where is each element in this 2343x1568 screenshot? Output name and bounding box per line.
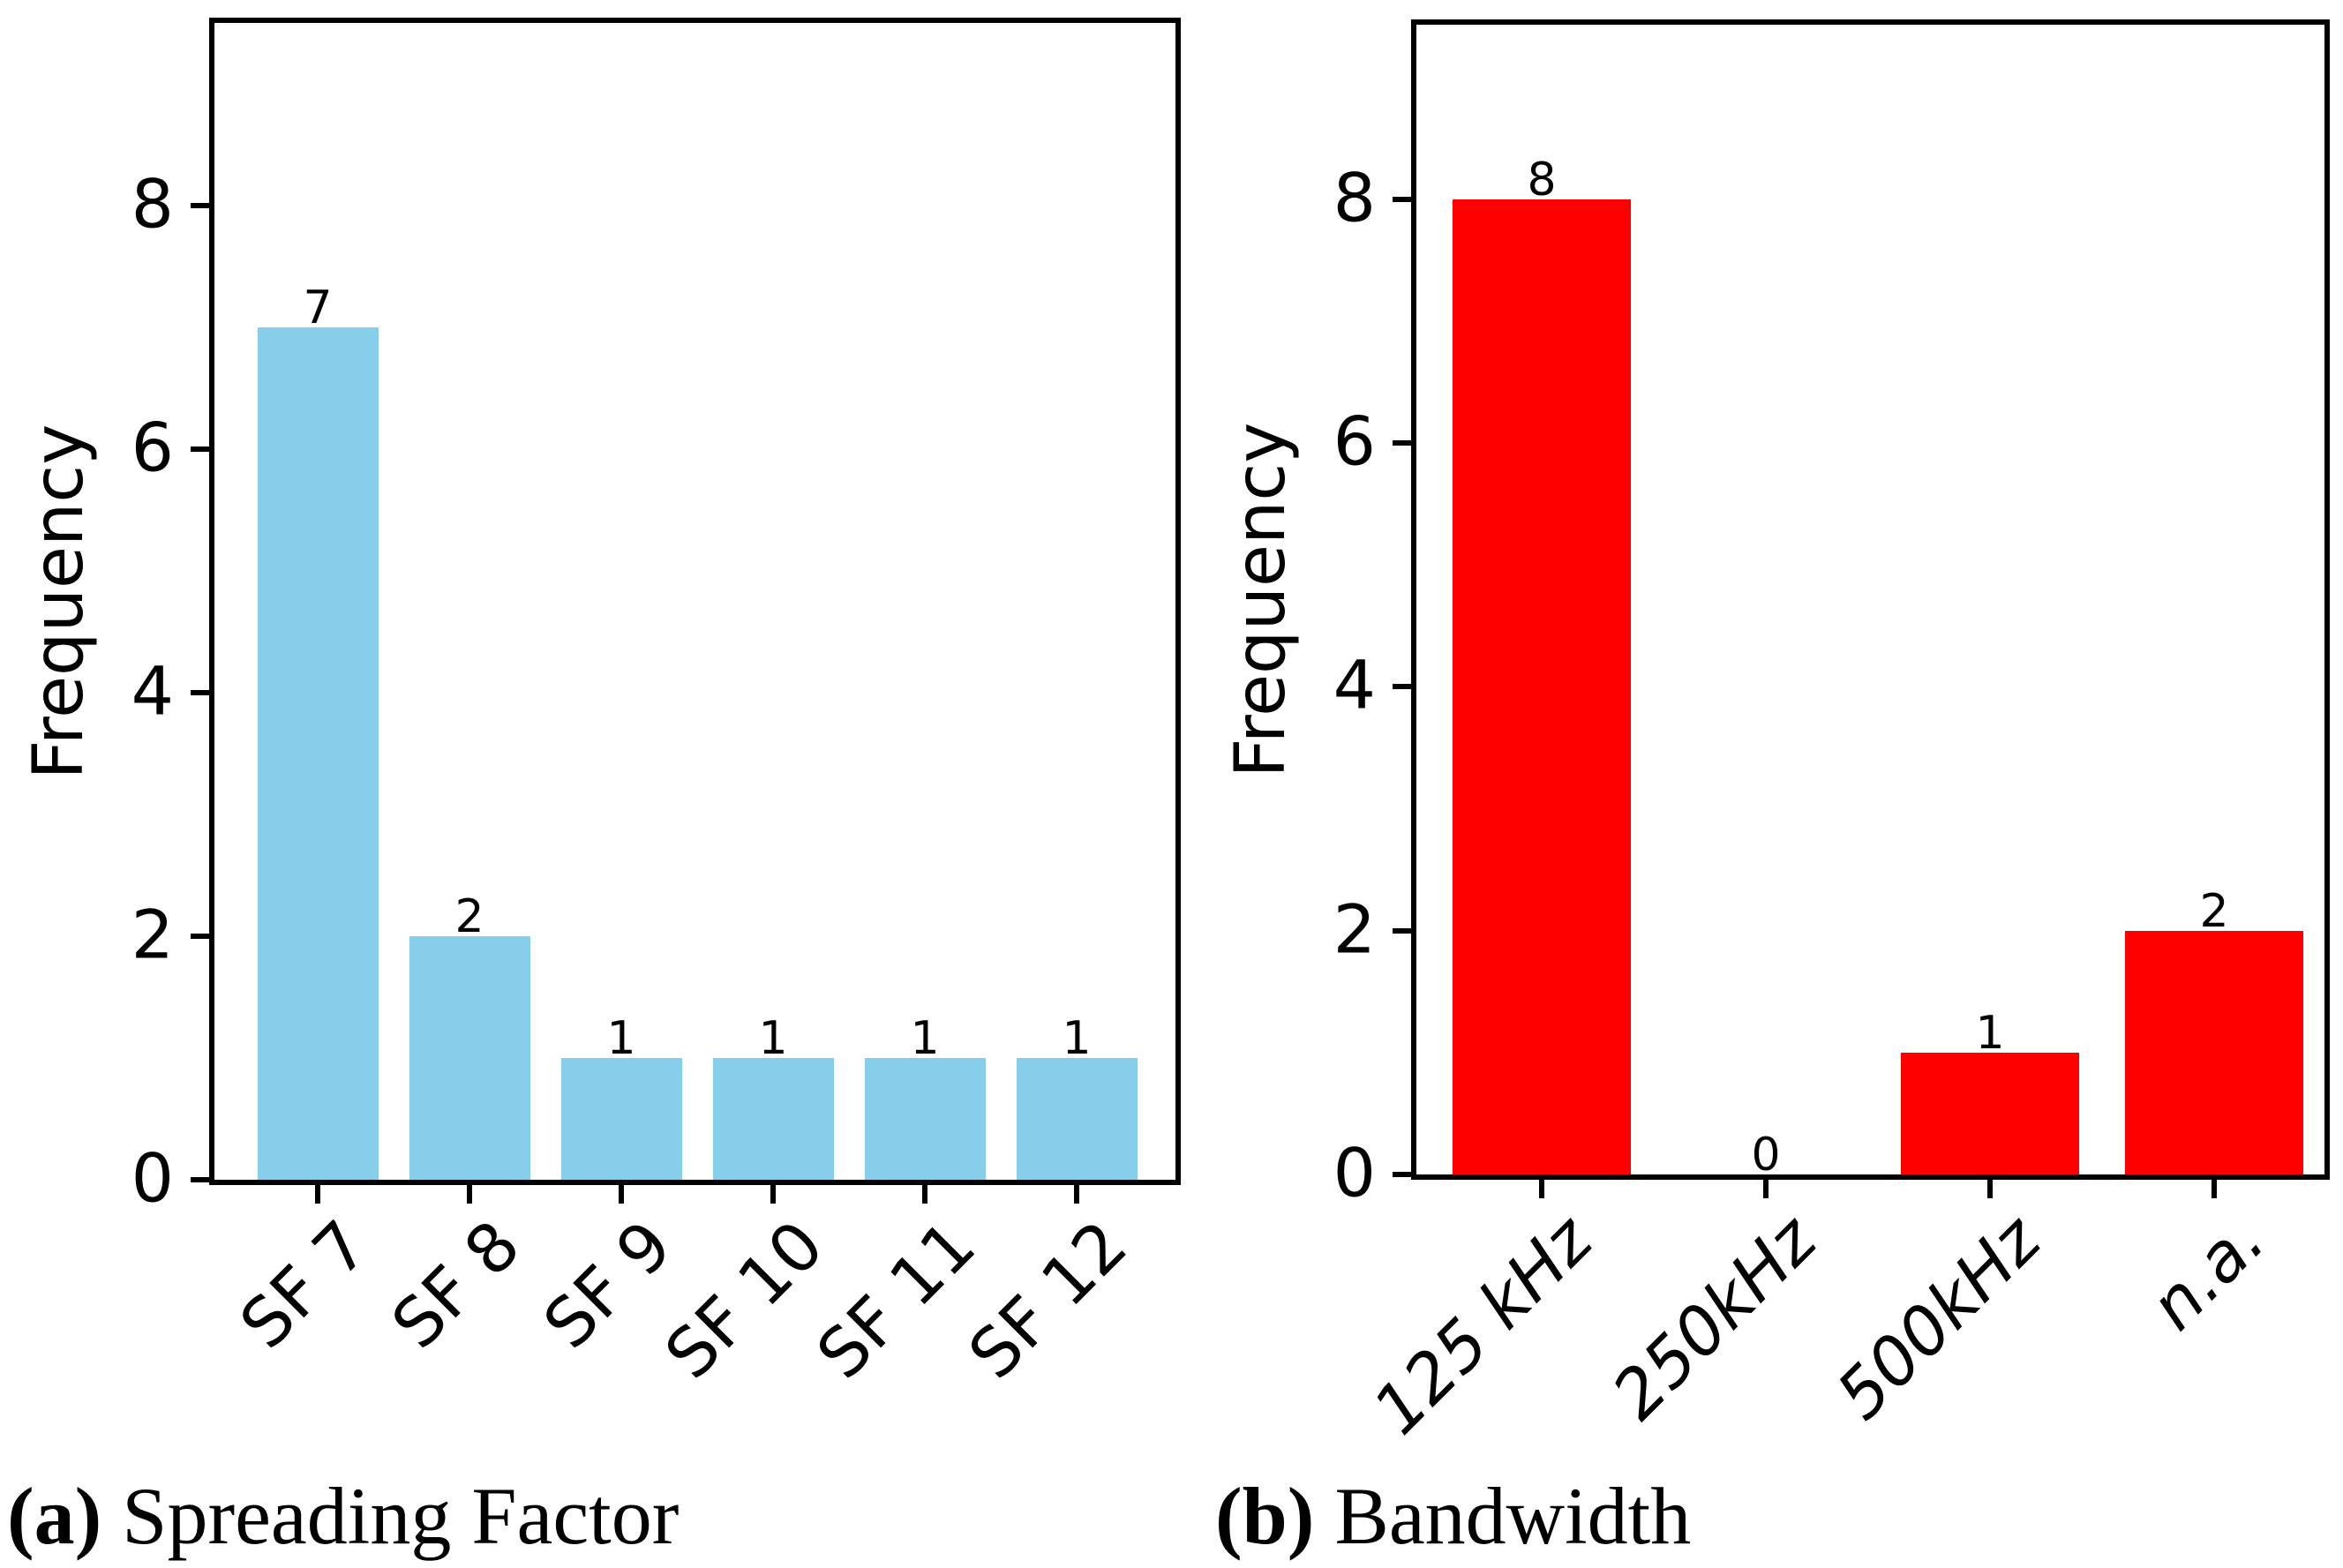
y-tick-label: 6 xyxy=(131,408,174,487)
y-tick-mark xyxy=(191,934,209,939)
y-tick-mark xyxy=(191,690,209,695)
bar-value-label: 8 xyxy=(1527,153,1557,206)
x-tick-label: 250kHz xyxy=(1596,1200,1831,1435)
x-tick-mark xyxy=(619,1185,624,1204)
y-tick-label: 8 xyxy=(131,164,174,244)
caption-a-text: Spreading Factor xyxy=(101,1471,680,1561)
x-tick-label: SF 7 xyxy=(224,1205,383,1364)
y-axis-label: Frequency xyxy=(1221,422,1301,777)
bar-value-label: 1 xyxy=(1975,1006,2005,1060)
y-tick-mark xyxy=(1393,1172,1411,1177)
x-tick-label: 500kHz xyxy=(1821,1200,2055,1435)
y-tick-label: 4 xyxy=(1333,645,1376,724)
bar-value-label: 1 xyxy=(758,1012,788,1065)
x-tick-mark xyxy=(1074,1185,1079,1204)
x-tick-label: SF 10 xyxy=(650,1205,838,1394)
bar xyxy=(2125,930,2303,1174)
y-tick-label: 8 xyxy=(1333,158,1376,237)
bar-value-label: 7 xyxy=(303,281,333,334)
y-tick-label: 2 xyxy=(131,895,174,974)
bar-value-label: 1 xyxy=(1062,1012,1092,1065)
caption-b: (b) Bandwidth xyxy=(1215,1475,1691,1557)
bar xyxy=(257,327,379,1180)
bar xyxy=(409,936,530,1180)
x-tick-mark xyxy=(315,1185,320,1204)
bar-value-label: 2 xyxy=(454,890,484,943)
y-axis-label: Frequency xyxy=(19,424,99,779)
chart-a-axes: 0 2 4 6 8 Frequency 7 SF 7 2 SF 8 1 SF 9 1 SF 10 1 SF 1… xyxy=(19,18,1181,1393)
bar-value-label: 2 xyxy=(2199,884,2229,938)
bar xyxy=(712,1058,834,1180)
y-tick-label: 6 xyxy=(1333,401,1376,481)
x-tick-mark xyxy=(467,1185,472,1204)
y-tick-label: 2 xyxy=(1333,889,1376,969)
x-tick-label: 125 kHz xyxy=(1357,1200,1607,1450)
x-tick-mark xyxy=(1539,1180,1544,1198)
x-tick-mark xyxy=(922,1185,927,1204)
caption-b-label: (b) xyxy=(1215,1471,1315,1561)
bar-value-label: 0 xyxy=(1751,1129,1781,1182)
y-tick-mark xyxy=(191,1177,209,1182)
bar xyxy=(864,1058,986,1180)
x-tick-mark xyxy=(2212,1180,2217,1198)
bar xyxy=(1901,1052,2079,1174)
x-tick-label: SF 11 xyxy=(801,1205,990,1394)
x-tick-mark xyxy=(770,1185,776,1204)
x-tick-mark xyxy=(1763,1180,1769,1198)
bar xyxy=(1453,199,1631,1174)
x-tick-label: SF 8 xyxy=(376,1205,535,1364)
bar xyxy=(560,1058,682,1180)
x-tick-label: SF 12 xyxy=(953,1205,1142,1394)
y-tick-mark xyxy=(1393,439,1411,446)
bar xyxy=(1016,1058,1138,1180)
y-tick-mark xyxy=(191,446,209,452)
y-tick-label: 4 xyxy=(131,651,174,731)
caption-b-text: Bandwidth xyxy=(1314,1471,1692,1561)
bar-value-label: 1 xyxy=(910,1012,940,1065)
caption-a-label: (a) xyxy=(7,1471,102,1561)
x-tick-label: n.a. xyxy=(2134,1200,2279,1346)
y-tick-mark xyxy=(1393,927,1411,934)
bar-value-label: 1 xyxy=(606,1012,636,1065)
y-tick-mark xyxy=(191,203,209,208)
y-tick-mark xyxy=(1393,196,1411,202)
y-tick-mark xyxy=(1393,684,1411,690)
caption-a: (a) Spreading Factor xyxy=(7,1475,679,1557)
y-tick-label: 0 xyxy=(1333,1133,1376,1212)
x-tick-mark xyxy=(1987,1180,1993,1198)
y-tick-label: 0 xyxy=(131,1138,174,1218)
chart-b-axes: 0 2 4 6 8 Frequency 8 125 kHz 0 250kHz 1 500kHz 2 n.a… xyxy=(1221,19,2330,1449)
